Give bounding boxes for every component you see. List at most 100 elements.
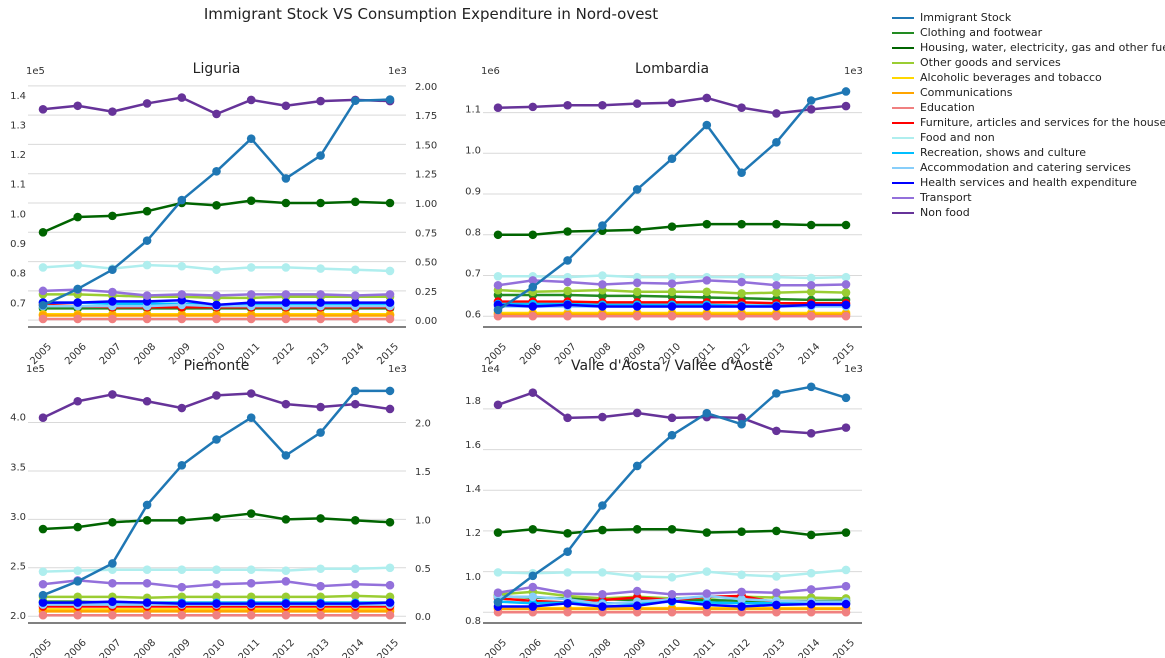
data-point [528,311,538,321]
data-point [598,590,607,599]
legend-label: Health services and health expenditure [920,176,1137,189]
data-point [108,610,117,620]
left-tick-label: 3.5 [10,462,26,473]
x-tick-label: 2008 [132,341,158,367]
data-point [351,386,360,396]
data-point [351,265,360,275]
data-point [667,311,677,321]
data-point [841,101,851,111]
data-point [528,388,538,397]
data-point [772,138,781,147]
data-point [142,565,152,575]
data-point [528,602,538,611]
data-point [772,280,781,290]
data-point [385,95,395,104]
data-point [493,230,503,240]
legend-item: Accommodation and catering services [892,160,1165,175]
left-tick-label: 0.6 [465,310,481,321]
data-point [493,528,503,537]
x-tick-label: 2006 [63,637,89,658]
legend-label: Housing, water, electricity, gas and oth… [920,41,1165,54]
data-point [667,154,677,164]
left-tick-label: 1.1 [10,180,26,191]
data-point [281,263,291,272]
data-point [351,197,360,207]
data-point [316,298,325,307]
legend-label: Education [920,101,975,114]
legend-item: Alcoholic beverages and tobacco [892,70,1165,85]
legend-label: Furniture, articles and services for the… [920,116,1165,129]
legend-swatch [892,46,914,49]
data-point [528,230,538,240]
data-point [667,222,677,231]
data-point [281,515,291,524]
data-point [806,429,816,438]
data-point [316,428,325,437]
data-point [108,265,117,274]
data-point [493,311,503,321]
data-point [73,396,82,406]
subplot-title: Liguria [193,61,241,77]
data-point [841,581,851,591]
data-point [806,599,816,609]
data-point [281,290,291,299]
legend-item: Furniture, articles and services for the… [892,115,1165,130]
data-point [806,105,816,114]
data-point [563,311,572,321]
right-tick-label: 0.00 [415,316,437,327]
data-point [702,607,712,617]
data-point [177,93,187,102]
x-tick-label: 2007 [98,637,124,658]
x-tick-label: 2007 [553,637,579,658]
data-point [281,101,291,111]
right-tick-label: 0.75 [415,228,437,239]
data-point [385,198,395,208]
data-point [212,109,221,119]
data-point [108,597,117,606]
data-point [351,564,360,574]
data-point [246,413,256,422]
data-point [841,607,851,617]
data-point [702,408,712,418]
data-point [737,570,746,580]
data-point [246,599,256,608]
subplot-0: 0.00 0.25 0.50 0.75 1.00 1.25 1.50 1.75 2.00 0.7 0… [10,61,437,367]
data-point [212,391,221,400]
data-point [212,314,221,324]
data-point [737,527,746,537]
subplot-1: 0.00.51.01.52.02.50.60.70.80.91.01.11e61… [465,61,863,367]
data-point [632,461,642,471]
data-point [667,302,677,311]
legend-label: Communications [920,86,1013,99]
data-point [702,219,712,229]
right-tick-label: 0.5 [415,564,431,575]
data-point [598,525,607,535]
data-point [108,287,117,297]
data-point [212,565,221,575]
data-point [528,302,538,311]
legend-item: Clothing and footwear [892,25,1165,40]
x-tick-label: 2005 [483,637,509,658]
subplot-title: Valle d'Aosta / Vallée d'Aoste [571,358,773,374]
data-point [142,598,152,607]
legend-swatch [892,31,914,34]
x-tick-label: 2013 [306,637,332,658]
data-point [281,174,291,183]
data-point [563,568,572,577]
legend-item: Education [892,100,1165,115]
left-tick-label: 1.0 [10,209,26,220]
data-point [38,590,48,600]
left-tick-label: 0.8 [465,616,481,627]
data-point [142,516,152,525]
legend-label: Non food [920,206,970,219]
data-point [246,95,256,105]
data-point [737,103,746,112]
data-point [316,151,325,160]
data-point [351,399,360,409]
data-point [177,610,187,620]
data-point [246,196,256,205]
legend-label: Food and non [920,131,995,144]
data-point [212,265,221,275]
data-point [563,413,572,423]
data-point [385,314,395,324]
